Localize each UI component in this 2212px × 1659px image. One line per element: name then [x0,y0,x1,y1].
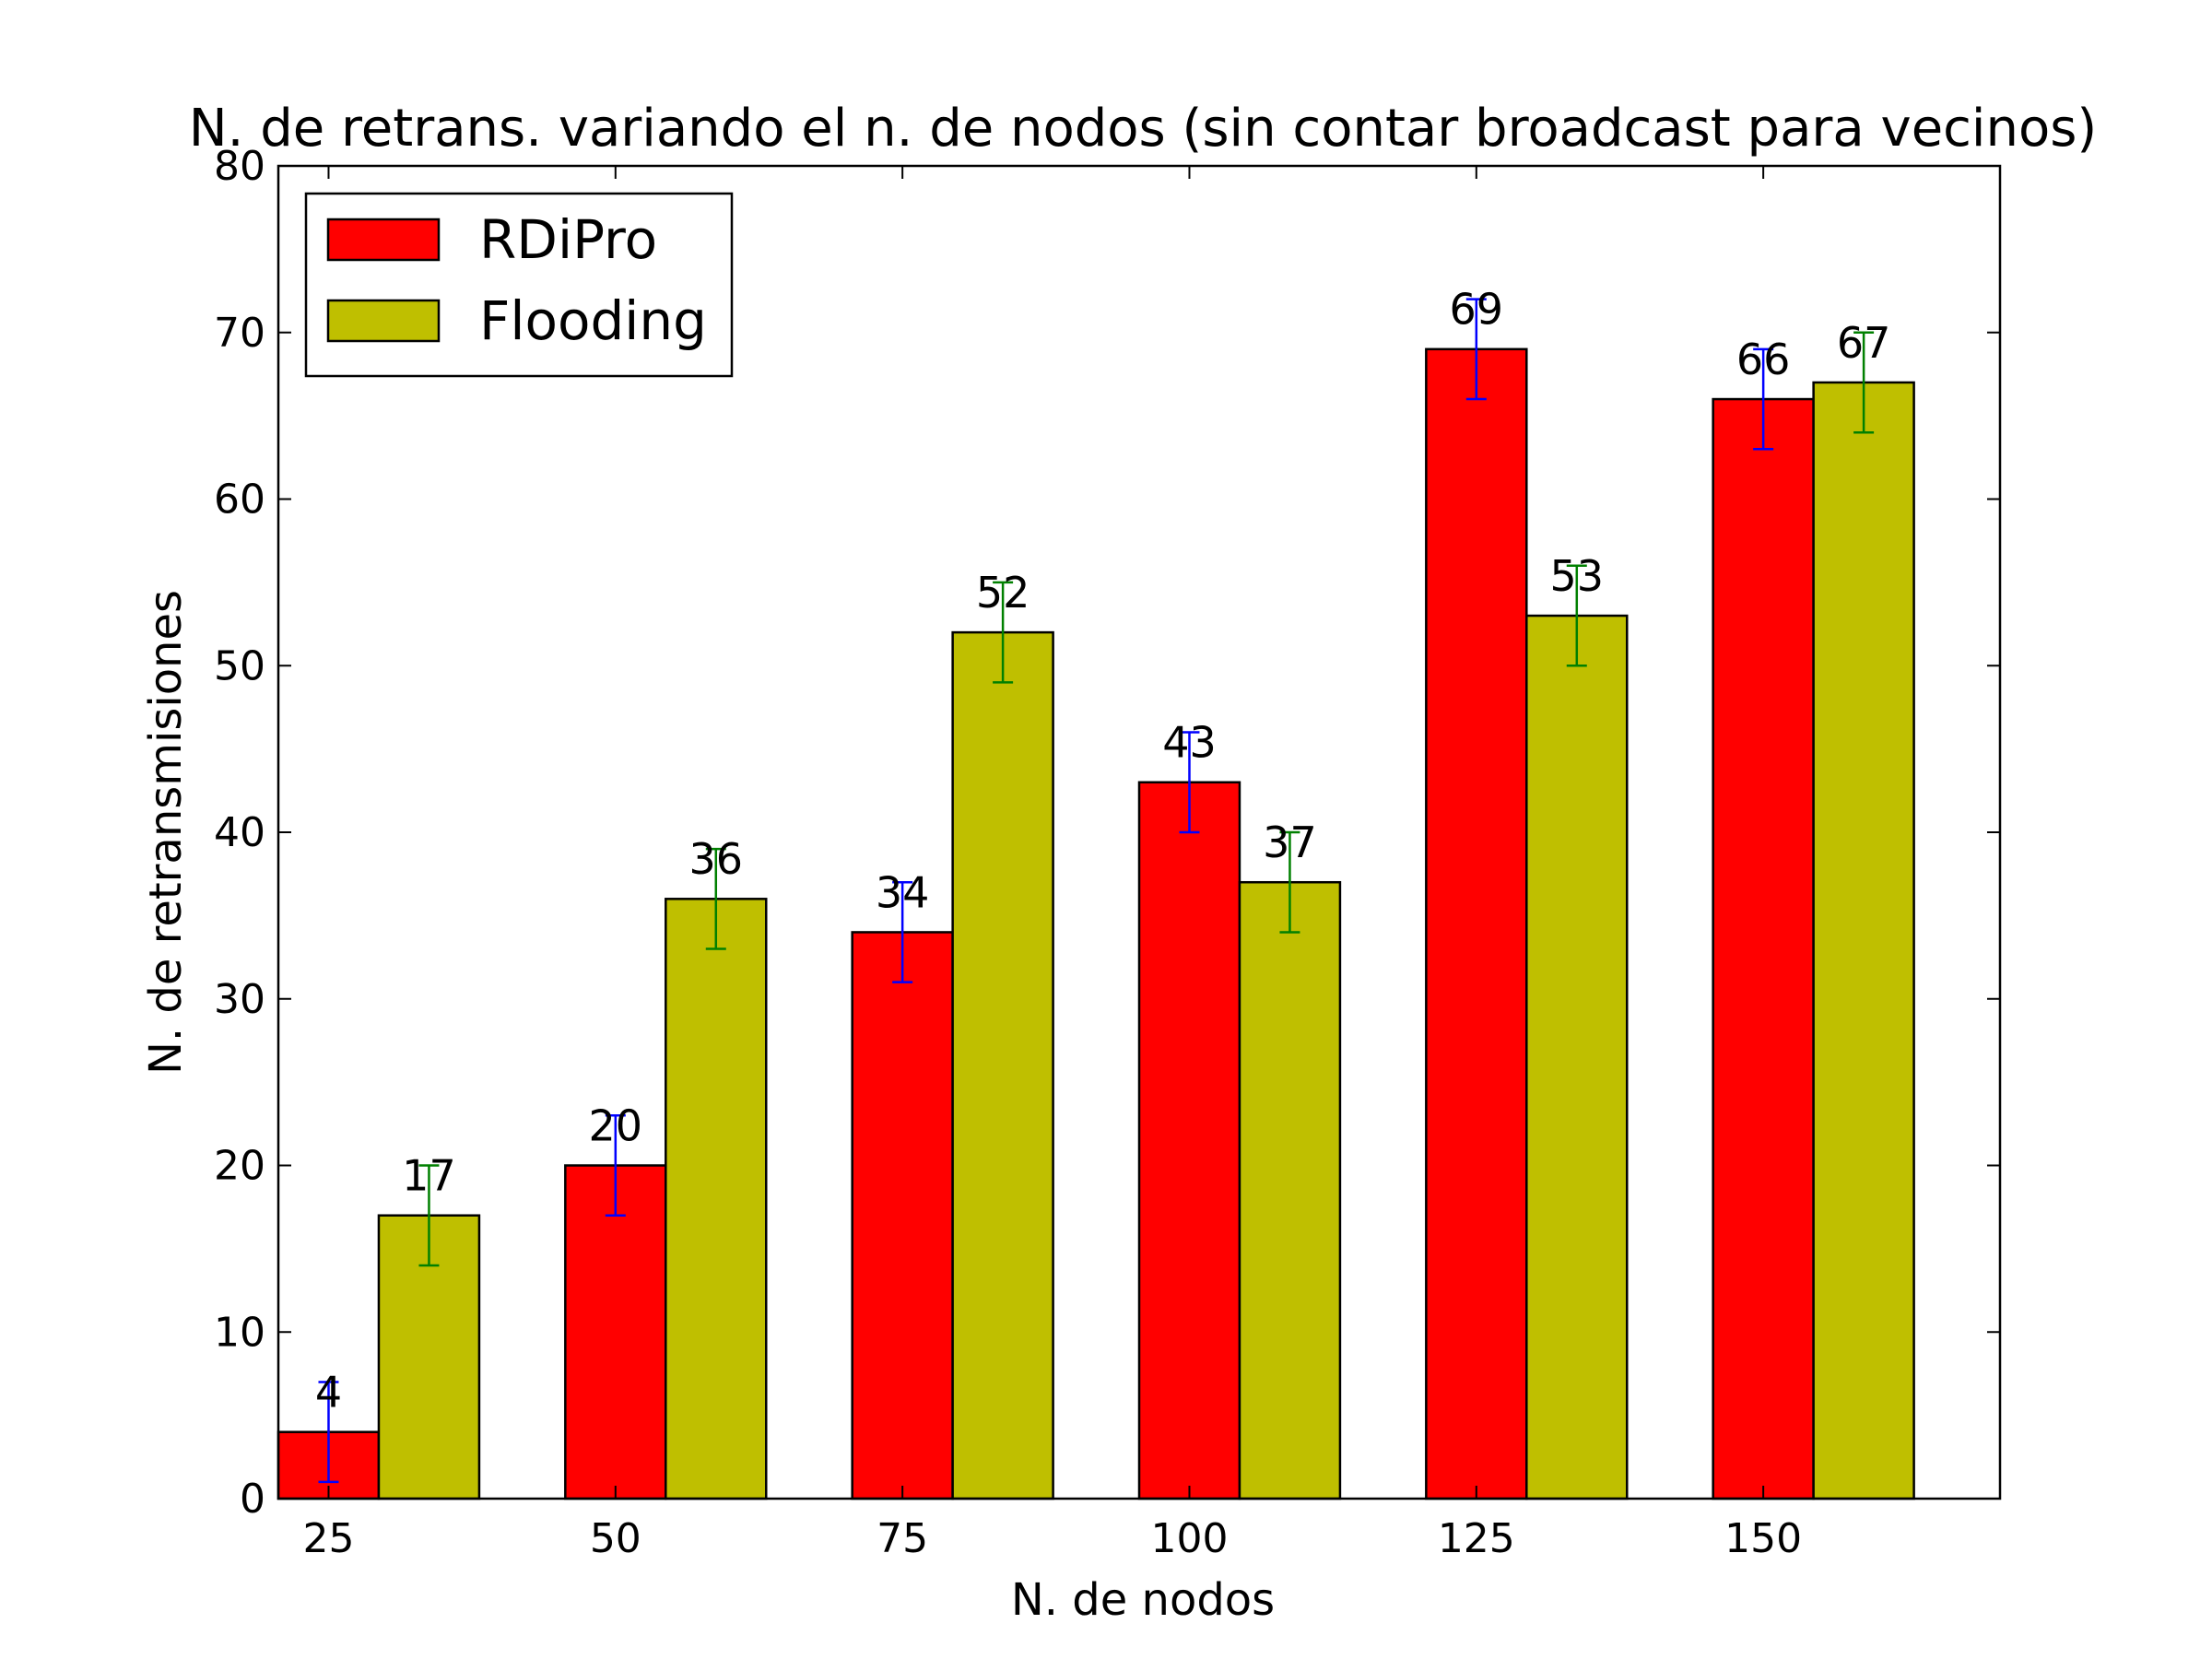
chart-title: N. de retrans. variando el n. de nodos (… [189,99,2098,159]
data-label-rdipro-50: 20 [589,1100,643,1150]
bar-flooding-75 [951,630,1054,1500]
bar-rdipro-75 [851,931,954,1500]
bar-rdipro-100 [1137,781,1241,1500]
x-tick-label-75: 75 [877,1515,928,1562]
y-tick-label-80: 80 [214,143,265,190]
y-tick-label-30: 30 [214,976,265,1023]
x-axis-label: N. de nodos [1011,1574,1275,1626]
bar-flooding-125 [1525,614,1629,1500]
data-label-rdipro-125: 69 [1450,285,1504,335]
data-label-flooding-100: 37 [1263,818,1317,867]
data-label-flooding-150: 67 [1837,318,1891,368]
data-label-rdipro-150: 66 [1736,335,1791,384]
bar-flooding-150 [1812,381,1915,1500]
y-tick-label-40: 40 [214,809,265,856]
y-tick-label-20: 20 [214,1143,265,1190]
legend-label-rdipro: RDiPro [479,208,657,271]
plot-area: 4 20 34 43 69 66 17 36 52 37 53 67 0 10 20 30 40 50 60 70 80… [214,143,2002,1562]
bar-rdipro-150 [1712,397,1815,1500]
x-tick-label-50: 50 [590,1515,641,1562]
y-tick-label-70: 70 [214,310,265,357]
y-tick-label-0: 0 [240,1476,265,1523]
y-tick-label-10: 10 [214,1309,265,1356]
y-axis-label: N. de retransmisiones [140,590,192,1075]
y-tick-label-50: 50 [214,642,265,689]
x-tick-label-125: 125 [1438,1515,1515,1562]
legend-label-flooding: Flooding [479,289,707,352]
data-label-rdipro-75: 34 [876,867,930,917]
data-label-rdipro-100: 43 [1162,718,1217,768]
data-label-flooding-75: 52 [976,568,1030,618]
data-label-flooding-50: 36 [689,834,744,884]
legend-swatch-flooding [326,299,441,343]
y-tick-label-60: 60 [214,477,265,524]
legend: RDiPro Flooding [304,192,734,378]
legend-swatch-rdipro [326,218,441,262]
data-label-rdipro-25: 4 [315,1368,342,1418]
x-tick-label-25: 25 [302,1515,354,1562]
data-label-flooding-25: 17 [402,1151,456,1201]
bar-rdipro-125 [1425,347,1528,1500]
data-label-flooding-125: 53 [1550,551,1605,601]
x-tick-label-150: 150 [1724,1515,1802,1562]
bar-flooding-100 [1238,880,1342,1500]
bar-flooding-50 [665,898,768,1500]
x-tick-label-100: 100 [1150,1515,1228,1562]
